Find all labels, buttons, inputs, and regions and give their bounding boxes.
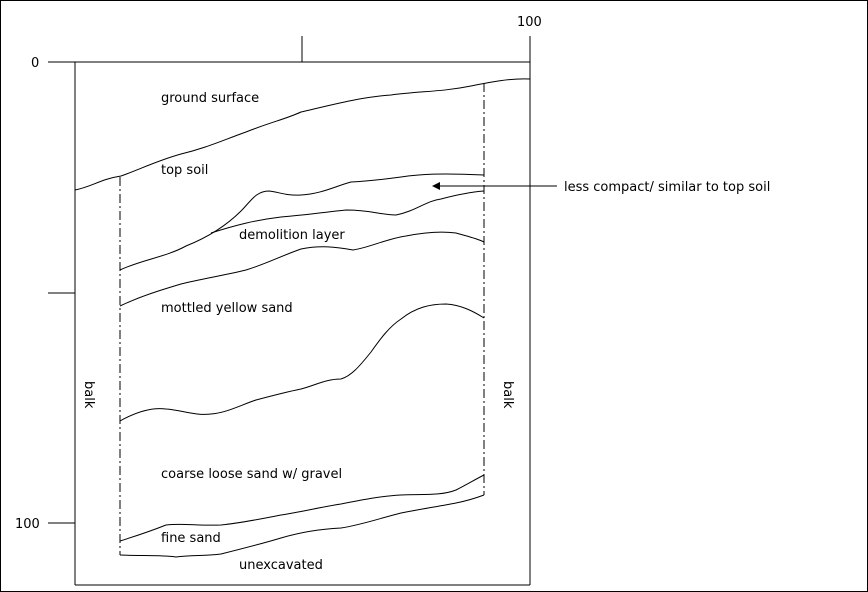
demolition-lower-boundary (119, 231, 485, 307)
layer-label-unexcavated: unexcavated (239, 558, 323, 573)
tick-label-left-top: 0 (31, 56, 39, 71)
balk-label-right: balk (500, 381, 515, 409)
topsoil-lower-boundary (119, 173, 485, 271)
layer-label-ground-surface: ground surface (161, 91, 259, 106)
layer-label-coarse-loose-sand: coarse loose sand w/ gravel (161, 467, 342, 482)
less-compact-lower-boundary (210, 190, 485, 234)
fine-sand-lower-boundary (119, 494, 485, 558)
annotation-label: less compact/ similar to top soil (564, 180, 770, 195)
mottled-sand-lower-boundary (119, 303, 485, 422)
layer-label-fine-sand: fine sand (161, 531, 221, 546)
tick-label-left-bottom: 100 (15, 517, 40, 532)
ground-surface-line (74, 78, 531, 191)
balk-label-left: balk (81, 381, 96, 409)
tick-label-top-right: 100 (517, 15, 542, 30)
layer-label-demolition-layer: demolition layer (239, 228, 345, 243)
layer-label-mottled-yellow-sand: mottled yellow sand (161, 301, 293, 316)
coarse-sand-lower-boundary (119, 474, 485, 542)
layer-label-top-soil: top soil (161, 163, 208, 178)
